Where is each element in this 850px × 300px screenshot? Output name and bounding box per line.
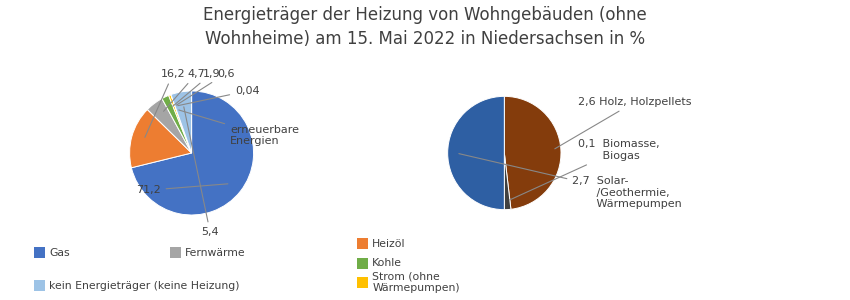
Wedge shape bbox=[171, 91, 191, 153]
Text: Strom (ohne
Wärmepumpen): Strom (ohne Wärmepumpen) bbox=[372, 272, 460, 293]
Wedge shape bbox=[168, 94, 191, 153]
Text: Energieträger der Heizung von Wohngebäuden (ohne
Wohnheime) am 15. Mai 2022 in N: Energieträger der Heizung von Wohngebäud… bbox=[203, 6, 647, 48]
Text: kein Energieträger (keine Heizung): kein Energieträger (keine Heizung) bbox=[49, 280, 240, 290]
Wedge shape bbox=[504, 153, 511, 210]
Text: 71,2: 71,2 bbox=[136, 184, 228, 195]
Wedge shape bbox=[129, 110, 191, 168]
Text: 5,4: 5,4 bbox=[184, 107, 219, 237]
Wedge shape bbox=[504, 96, 561, 209]
Text: 16,2: 16,2 bbox=[144, 69, 185, 137]
Text: Heizöl: Heizöl bbox=[372, 238, 405, 248]
Text: Gas: Gas bbox=[49, 248, 70, 257]
Wedge shape bbox=[448, 96, 504, 210]
Wedge shape bbox=[132, 91, 253, 215]
Text: 4,7: 4,7 bbox=[163, 69, 206, 111]
Text: Fernwärme: Fernwärme bbox=[185, 248, 246, 257]
Text: 2,6 Holz, Holzpellets: 2,6 Holz, Holzpellets bbox=[555, 97, 692, 149]
Text: 2,7  Solar-
       /Geothermie,
       Wärmepumpen: 2,7 Solar- /Geothermie, Wärmepumpen bbox=[459, 154, 682, 209]
Text: 0,1  Biomasse,
       Biogas: 0,1 Biomasse, Biogas bbox=[510, 140, 660, 200]
Text: erneuerbare
Energien: erneuerbare Energien bbox=[178, 110, 299, 146]
Wedge shape bbox=[162, 95, 191, 153]
Wedge shape bbox=[171, 94, 191, 153]
Text: Kohle: Kohle bbox=[372, 258, 402, 268]
Text: 1,9: 1,9 bbox=[173, 69, 220, 106]
Text: 0,6: 0,6 bbox=[177, 69, 235, 105]
Wedge shape bbox=[147, 99, 191, 153]
Text: 0,04: 0,04 bbox=[178, 86, 260, 106]
